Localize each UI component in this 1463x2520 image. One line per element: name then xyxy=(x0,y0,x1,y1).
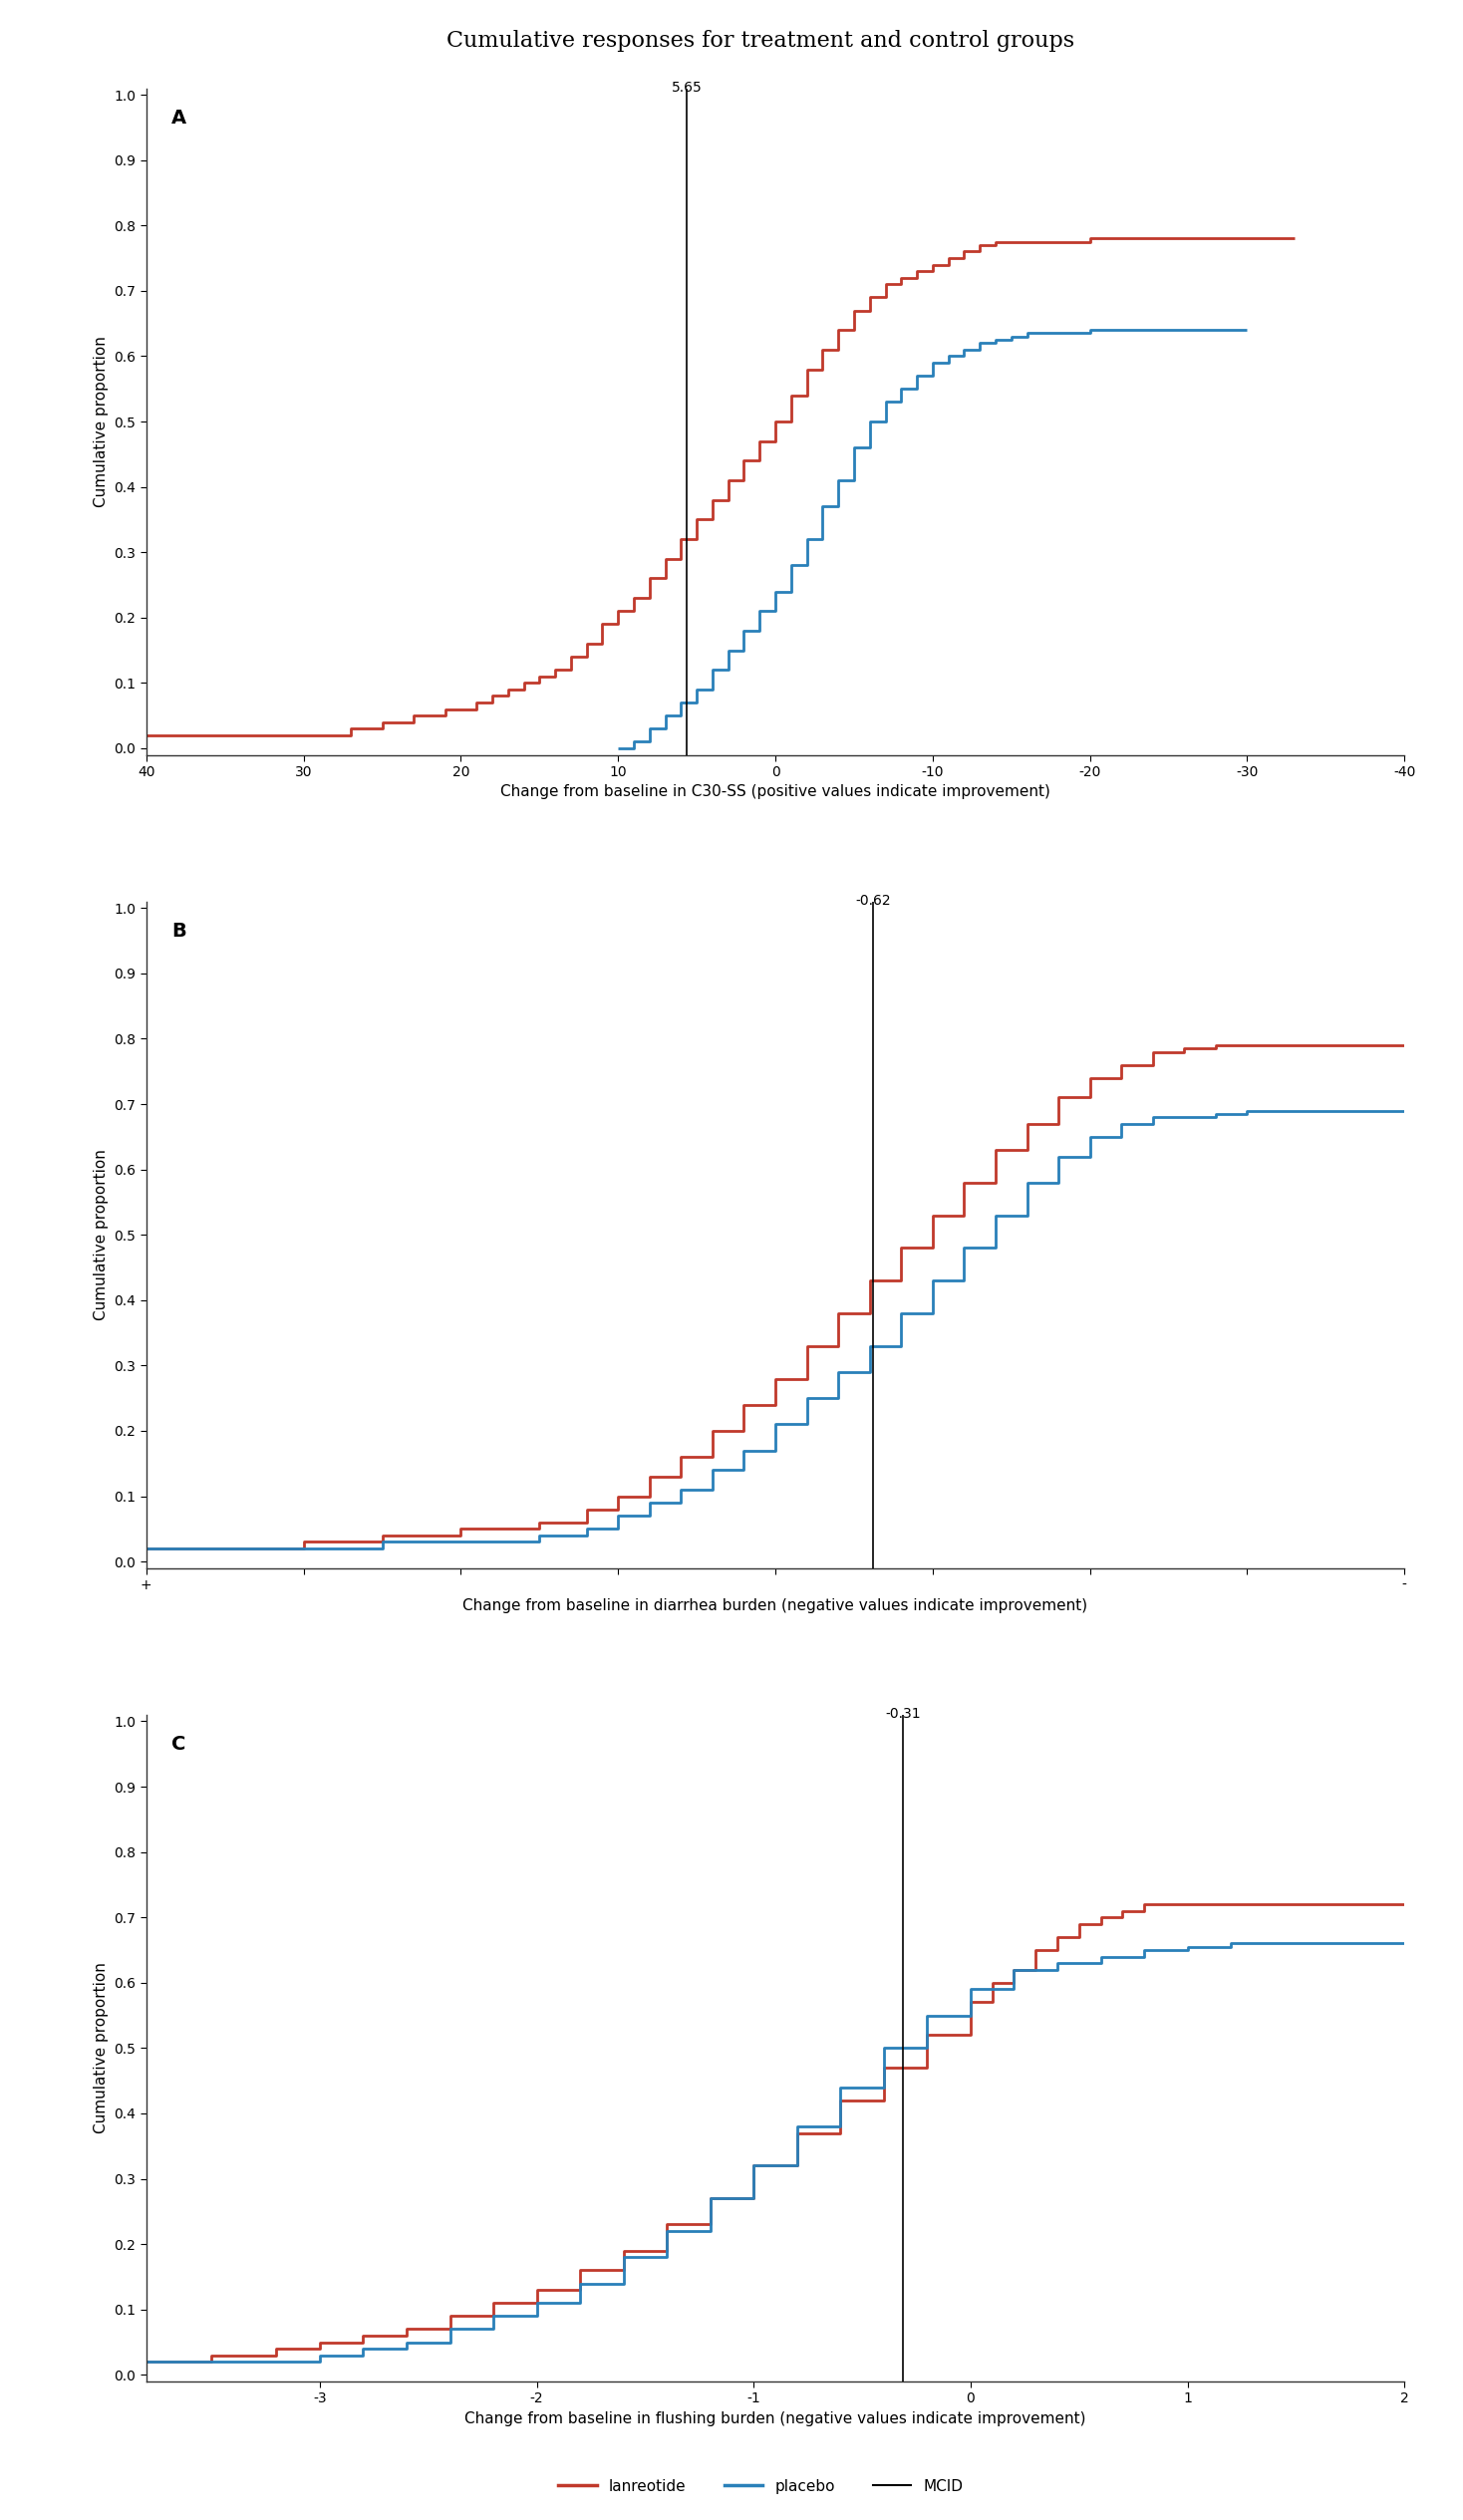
Legend: lanreotide, placebo, MCID: lanreotide, placebo, MCID xyxy=(553,2472,969,2500)
Text: Cumulative responses for treatment and control groups: Cumulative responses for treatment and c… xyxy=(446,30,1075,53)
Text: -0.62: -0.62 xyxy=(856,895,891,907)
Text: C: C xyxy=(171,1734,186,1754)
Y-axis label: Cumulative proportion: Cumulative proportion xyxy=(94,1149,108,1320)
Y-axis label: Cumulative proportion: Cumulative proportion xyxy=(94,335,108,507)
Text: A: A xyxy=(171,108,187,126)
X-axis label: Change from baseline in flushing burden (negative values indicate improvement): Change from baseline in flushing burden … xyxy=(465,2412,1086,2427)
Text: -0.31: -0.31 xyxy=(885,1709,922,1721)
Text: 5.65: 5.65 xyxy=(672,81,702,96)
X-axis label: Change from baseline in C30-SS (positive values indicate improvement): Change from baseline in C30-SS (positive… xyxy=(500,784,1050,799)
Text: B: B xyxy=(171,922,186,940)
Y-axis label: Cumulative proportion: Cumulative proportion xyxy=(94,1963,108,2134)
X-axis label: Change from baseline in diarrhea burden (negative values indicate improvement): Change from baseline in diarrhea burden … xyxy=(462,1598,1088,1613)
